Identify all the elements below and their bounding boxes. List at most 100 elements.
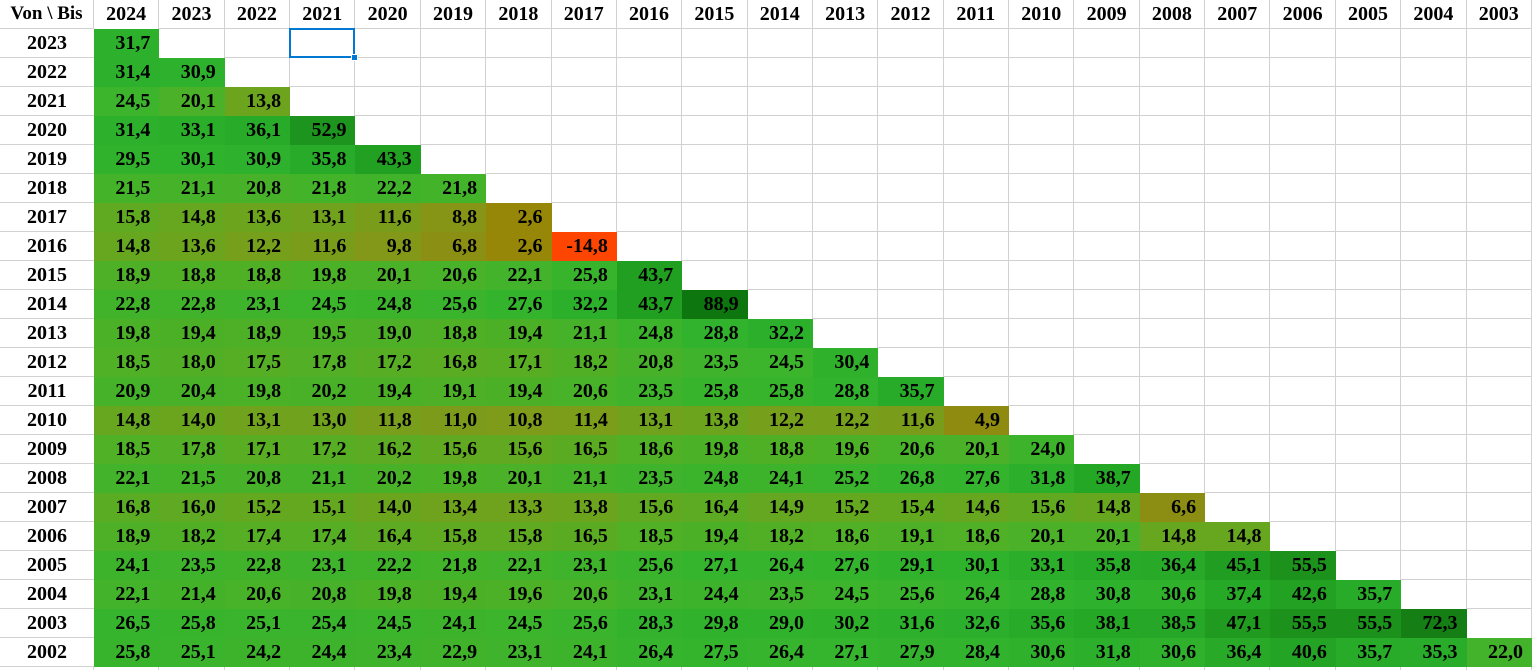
cell-2006-2003[interactable] bbox=[1466, 522, 1532, 551]
cell-2023-2009[interactable] bbox=[1074, 29, 1140, 58]
cell-2004-2009[interactable]: 30,8 bbox=[1074, 580, 1140, 609]
column-header-2019[interactable]: 2019 bbox=[420, 0, 487, 29]
cell-2008-2003[interactable] bbox=[1466, 464, 1532, 493]
cell-2013-2014[interactable]: 32,2 bbox=[747, 319, 813, 348]
column-header-2016[interactable]: 2016 bbox=[616, 0, 683, 29]
cell-2002-2009[interactable]: 31,8 bbox=[1074, 638, 1140, 667]
cell-2021-2014[interactable] bbox=[747, 87, 813, 116]
cell-2009-2012[interactable]: 20,6 bbox=[878, 435, 944, 464]
cell-2012-2017[interactable]: 18,2 bbox=[551, 348, 617, 377]
cell-2015-2021[interactable]: 19,8 bbox=[290, 261, 356, 290]
column-header-2005[interactable]: 2005 bbox=[1335, 0, 1402, 29]
cell-2019-2008[interactable] bbox=[1139, 145, 1206, 174]
cell-2003-2012[interactable]: 31,6 bbox=[878, 609, 944, 638]
cell-2007-2009[interactable]: 14,8 bbox=[1074, 493, 1140, 522]
row-header-2022[interactable]: 2022 bbox=[0, 58, 94, 87]
cell-2022-2008[interactable] bbox=[1139, 58, 1206, 87]
cell-2022-2012[interactable] bbox=[878, 58, 944, 87]
cell-2011-2023[interactable]: 20,4 bbox=[159, 377, 225, 406]
cell-2005-2015[interactable]: 27,1 bbox=[682, 551, 748, 580]
cell-2022-2019[interactable] bbox=[420, 58, 487, 87]
cell-2004-2011[interactable]: 26,4 bbox=[943, 580, 1010, 609]
cell-2012-2005[interactable] bbox=[1335, 348, 1402, 377]
cell-2013-2008[interactable] bbox=[1139, 319, 1206, 348]
cell-2003-2018[interactable]: 24,5 bbox=[486, 609, 552, 638]
cell-2018-2017[interactable] bbox=[551, 174, 617, 203]
cell-2014-2011[interactable] bbox=[943, 290, 1010, 319]
cell-2009-2013[interactable]: 19,6 bbox=[812, 435, 879, 464]
cell-2023-2015[interactable] bbox=[682, 29, 748, 58]
cell-2008-2004[interactable] bbox=[1401, 464, 1467, 493]
cell-2012-2003[interactable] bbox=[1466, 348, 1532, 377]
cell-2012-2004[interactable] bbox=[1401, 348, 1467, 377]
cell-2018-2024[interactable]: 21,5 bbox=[94, 174, 160, 203]
cell-2003-2024[interactable]: 26,5 bbox=[94, 609, 160, 638]
cell-2015-2011[interactable] bbox=[943, 261, 1010, 290]
cell-2010-2005[interactable] bbox=[1335, 406, 1402, 435]
cell-2009-2007[interactable] bbox=[1205, 435, 1271, 464]
cell-2023-2024[interactable]: 31,7 bbox=[94, 29, 160, 58]
cell-2003-2005[interactable]: 55,5 bbox=[1335, 609, 1402, 638]
cell-2019-2022[interactable]: 30,9 bbox=[224, 145, 291, 174]
cell-2018-2022[interactable]: 20,8 bbox=[224, 174, 291, 203]
cell-2009-2006[interactable] bbox=[1270, 435, 1336, 464]
cell-2015-2015[interactable] bbox=[682, 261, 748, 290]
cell-2012-2023[interactable]: 18,0 bbox=[159, 348, 225, 377]
row-header-2008[interactable]: 2008 bbox=[0, 464, 94, 493]
cell-2005-2016[interactable]: 25,6 bbox=[616, 551, 683, 580]
cell-2002-2023[interactable]: 25,1 bbox=[159, 638, 225, 667]
cell-2003-2022[interactable]: 25,1 bbox=[224, 609, 291, 638]
cell-2022-2020[interactable] bbox=[355, 58, 421, 87]
cell-2010-2016[interactable]: 13,1 bbox=[616, 406, 683, 435]
cell-2003-2013[interactable]: 30,2 bbox=[812, 609, 879, 638]
cell-2003-2006[interactable]: 55,5 bbox=[1270, 609, 1336, 638]
cell-2018-2014[interactable] bbox=[747, 174, 813, 203]
cell-2015-2024[interactable]: 18,9 bbox=[94, 261, 160, 290]
cell-2020-2006[interactable] bbox=[1270, 116, 1336, 145]
cell-2005-2018[interactable]: 22,1 bbox=[486, 551, 552, 580]
cell-2023-2023[interactable] bbox=[159, 29, 225, 58]
cell-2017-2004[interactable] bbox=[1401, 203, 1467, 232]
cell-2010-2021[interactable]: 13,0 bbox=[290, 406, 356, 435]
cell-2018-2021[interactable]: 21,8 bbox=[290, 174, 356, 203]
cell-2012-2015[interactable]: 23,5 bbox=[682, 348, 748, 377]
cell-2019-2020[interactable]: 43,3 bbox=[355, 145, 421, 174]
cell-2007-2020[interactable]: 14,0 bbox=[355, 493, 421, 522]
cell-2018-2007[interactable] bbox=[1205, 174, 1271, 203]
cell-2008-2007[interactable] bbox=[1205, 464, 1271, 493]
cell-2010-2024[interactable]: 14,8 bbox=[94, 406, 160, 435]
cell-2004-2014[interactable]: 23,5 bbox=[747, 580, 813, 609]
cell-2020-2017[interactable] bbox=[551, 116, 617, 145]
cell-2012-2007[interactable] bbox=[1205, 348, 1271, 377]
cell-2016-2022[interactable]: 12,2 bbox=[224, 232, 291, 261]
cell-2006-2012[interactable]: 19,1 bbox=[878, 522, 944, 551]
cell-2016-2010[interactable] bbox=[1009, 232, 1075, 261]
cell-2015-2023[interactable]: 18,8 bbox=[159, 261, 225, 290]
cell-2012-2014[interactable]: 24,5 bbox=[747, 348, 813, 377]
cell-2014-2009[interactable] bbox=[1074, 290, 1140, 319]
row-header-2015[interactable]: 2015 bbox=[0, 261, 94, 290]
cell-2021-2008[interactable] bbox=[1139, 87, 1206, 116]
cell-2005-2006[interactable]: 55,5 bbox=[1270, 551, 1336, 580]
cell-2011-2018[interactable]: 19,4 bbox=[486, 377, 552, 406]
cell-2015-2009[interactable] bbox=[1074, 261, 1140, 290]
cell-2011-2012[interactable]: 35,7 bbox=[878, 377, 944, 406]
cell-2011-2020[interactable]: 19,4 bbox=[355, 377, 421, 406]
cell-2007-2022[interactable]: 15,2 bbox=[224, 493, 291, 522]
cell-2003-2011[interactable]: 32,6 bbox=[943, 609, 1010, 638]
cell-2017-2011[interactable] bbox=[943, 203, 1010, 232]
column-header-2014[interactable]: 2014 bbox=[747, 0, 813, 29]
cell-2005-2024[interactable]: 24,1 bbox=[94, 551, 160, 580]
column-header-2022[interactable]: 2022 bbox=[224, 0, 291, 29]
cell-2010-2007[interactable] bbox=[1205, 406, 1271, 435]
cell-2018-2019[interactable]: 21,8 bbox=[420, 174, 487, 203]
cell-2010-2003[interactable] bbox=[1466, 406, 1532, 435]
cell-2018-2005[interactable] bbox=[1335, 174, 1402, 203]
cell-2012-2006[interactable] bbox=[1270, 348, 1336, 377]
cell-2002-2019[interactable]: 22,9 bbox=[420, 638, 487, 667]
cell-2015-2020[interactable]: 20,1 bbox=[355, 261, 421, 290]
cell-2004-2016[interactable]: 23,1 bbox=[616, 580, 683, 609]
cell-2012-2013[interactable]: 30,4 bbox=[812, 348, 879, 377]
cell-2021-2015[interactable] bbox=[682, 87, 748, 116]
cell-2022-2022[interactable] bbox=[224, 58, 291, 87]
